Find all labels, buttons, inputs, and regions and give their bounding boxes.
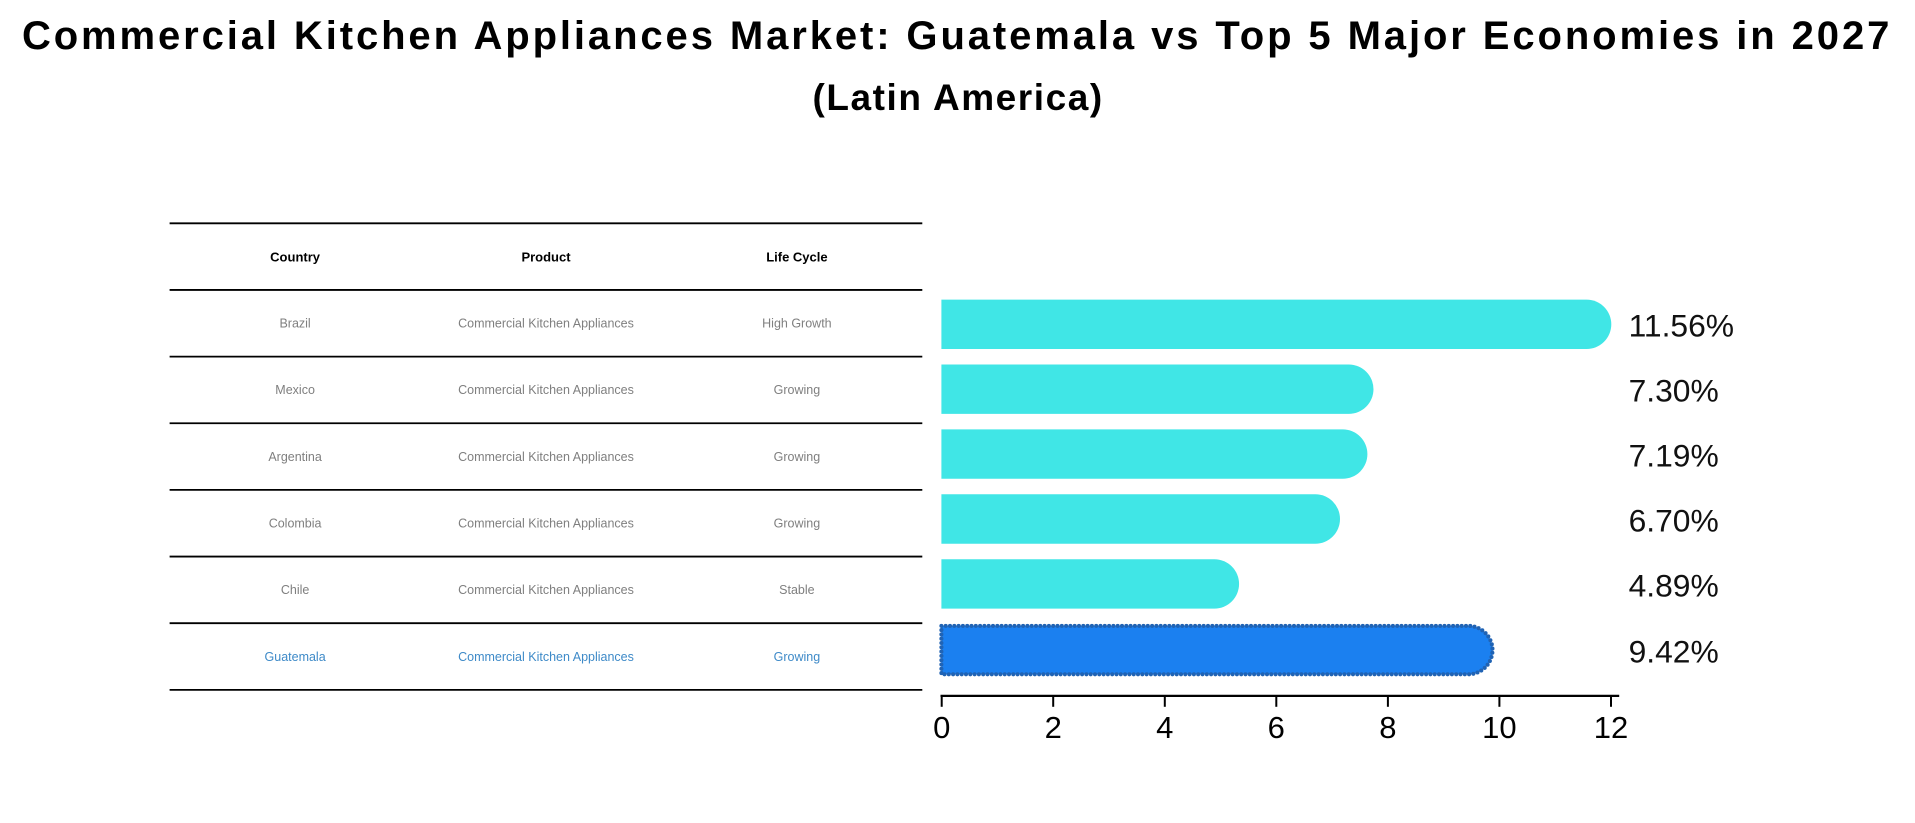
svg-text:Product: Product <box>521 249 571 264</box>
svg-text:Commercial Kitchen Appliances: Commercial Kitchen Appliances <box>458 517 634 531</box>
svg-text:Life Cycle: Life Cycle <box>766 249 827 264</box>
svg-text:Commercial Kitchen Appliances: Commercial Kitchen Appliances <box>458 450 634 464</box>
svg-text:Growing: Growing <box>774 517 821 531</box>
svg-text:6: 6 <box>1268 710 1285 745</box>
svg-text:10: 10 <box>1482 710 1516 745</box>
svg-text:8: 8 <box>1379 710 1396 745</box>
svg-text:Colombia: Colombia <box>269 517 322 531</box>
svg-text:11.56%: 11.56% <box>1629 308 1734 344</box>
svg-text:Argentina: Argentina <box>268 450 322 464</box>
svg-text:(Latin America): (Latin America) <box>812 77 1103 118</box>
svg-text:Commercial Kitchen Appliances: Commercial Kitchen Appliances <box>458 317 634 331</box>
svg-text:9.42%: 9.42% <box>1629 633 1719 669</box>
svg-text:Stable: Stable <box>779 583 814 597</box>
svg-text:Commercial Kitchen Appliances: Commercial Kitchen Appliances <box>458 650 634 664</box>
svg-text:High Growth: High Growth <box>762 317 832 331</box>
svg-text:Growing: Growing <box>774 383 821 397</box>
svg-text:7.30%: 7.30% <box>1629 372 1719 408</box>
svg-text:4.89%: 4.89% <box>1629 567 1719 603</box>
svg-text:7.19%: 7.19% <box>1629 438 1719 474</box>
svg-text:Mexico: Mexico <box>275 383 315 397</box>
svg-text:0: 0 <box>933 710 950 745</box>
svg-text:Country: Country <box>270 249 321 264</box>
svg-text:Brazil: Brazil <box>279 317 310 331</box>
svg-text:Commercial Kitchen Appliances: Commercial Kitchen Appliances Market: Gu… <box>22 14 1892 58</box>
svg-text:2: 2 <box>1045 710 1062 745</box>
svg-text:Chile: Chile <box>281 583 310 597</box>
svg-text:4: 4 <box>1156 710 1173 745</box>
svg-text:Growing: Growing <box>774 450 821 464</box>
svg-text:Guatemala: Guatemala <box>265 650 326 664</box>
svg-text:6.70%: 6.70% <box>1629 502 1719 538</box>
svg-text:Commercial Kitchen Appliances: Commercial Kitchen Appliances <box>458 583 634 597</box>
svg-text:Growing: Growing <box>774 650 821 664</box>
svg-text:Commercial Kitchen Appliances: Commercial Kitchen Appliances <box>458 383 634 397</box>
svg-text:12: 12 <box>1594 710 1628 745</box>
